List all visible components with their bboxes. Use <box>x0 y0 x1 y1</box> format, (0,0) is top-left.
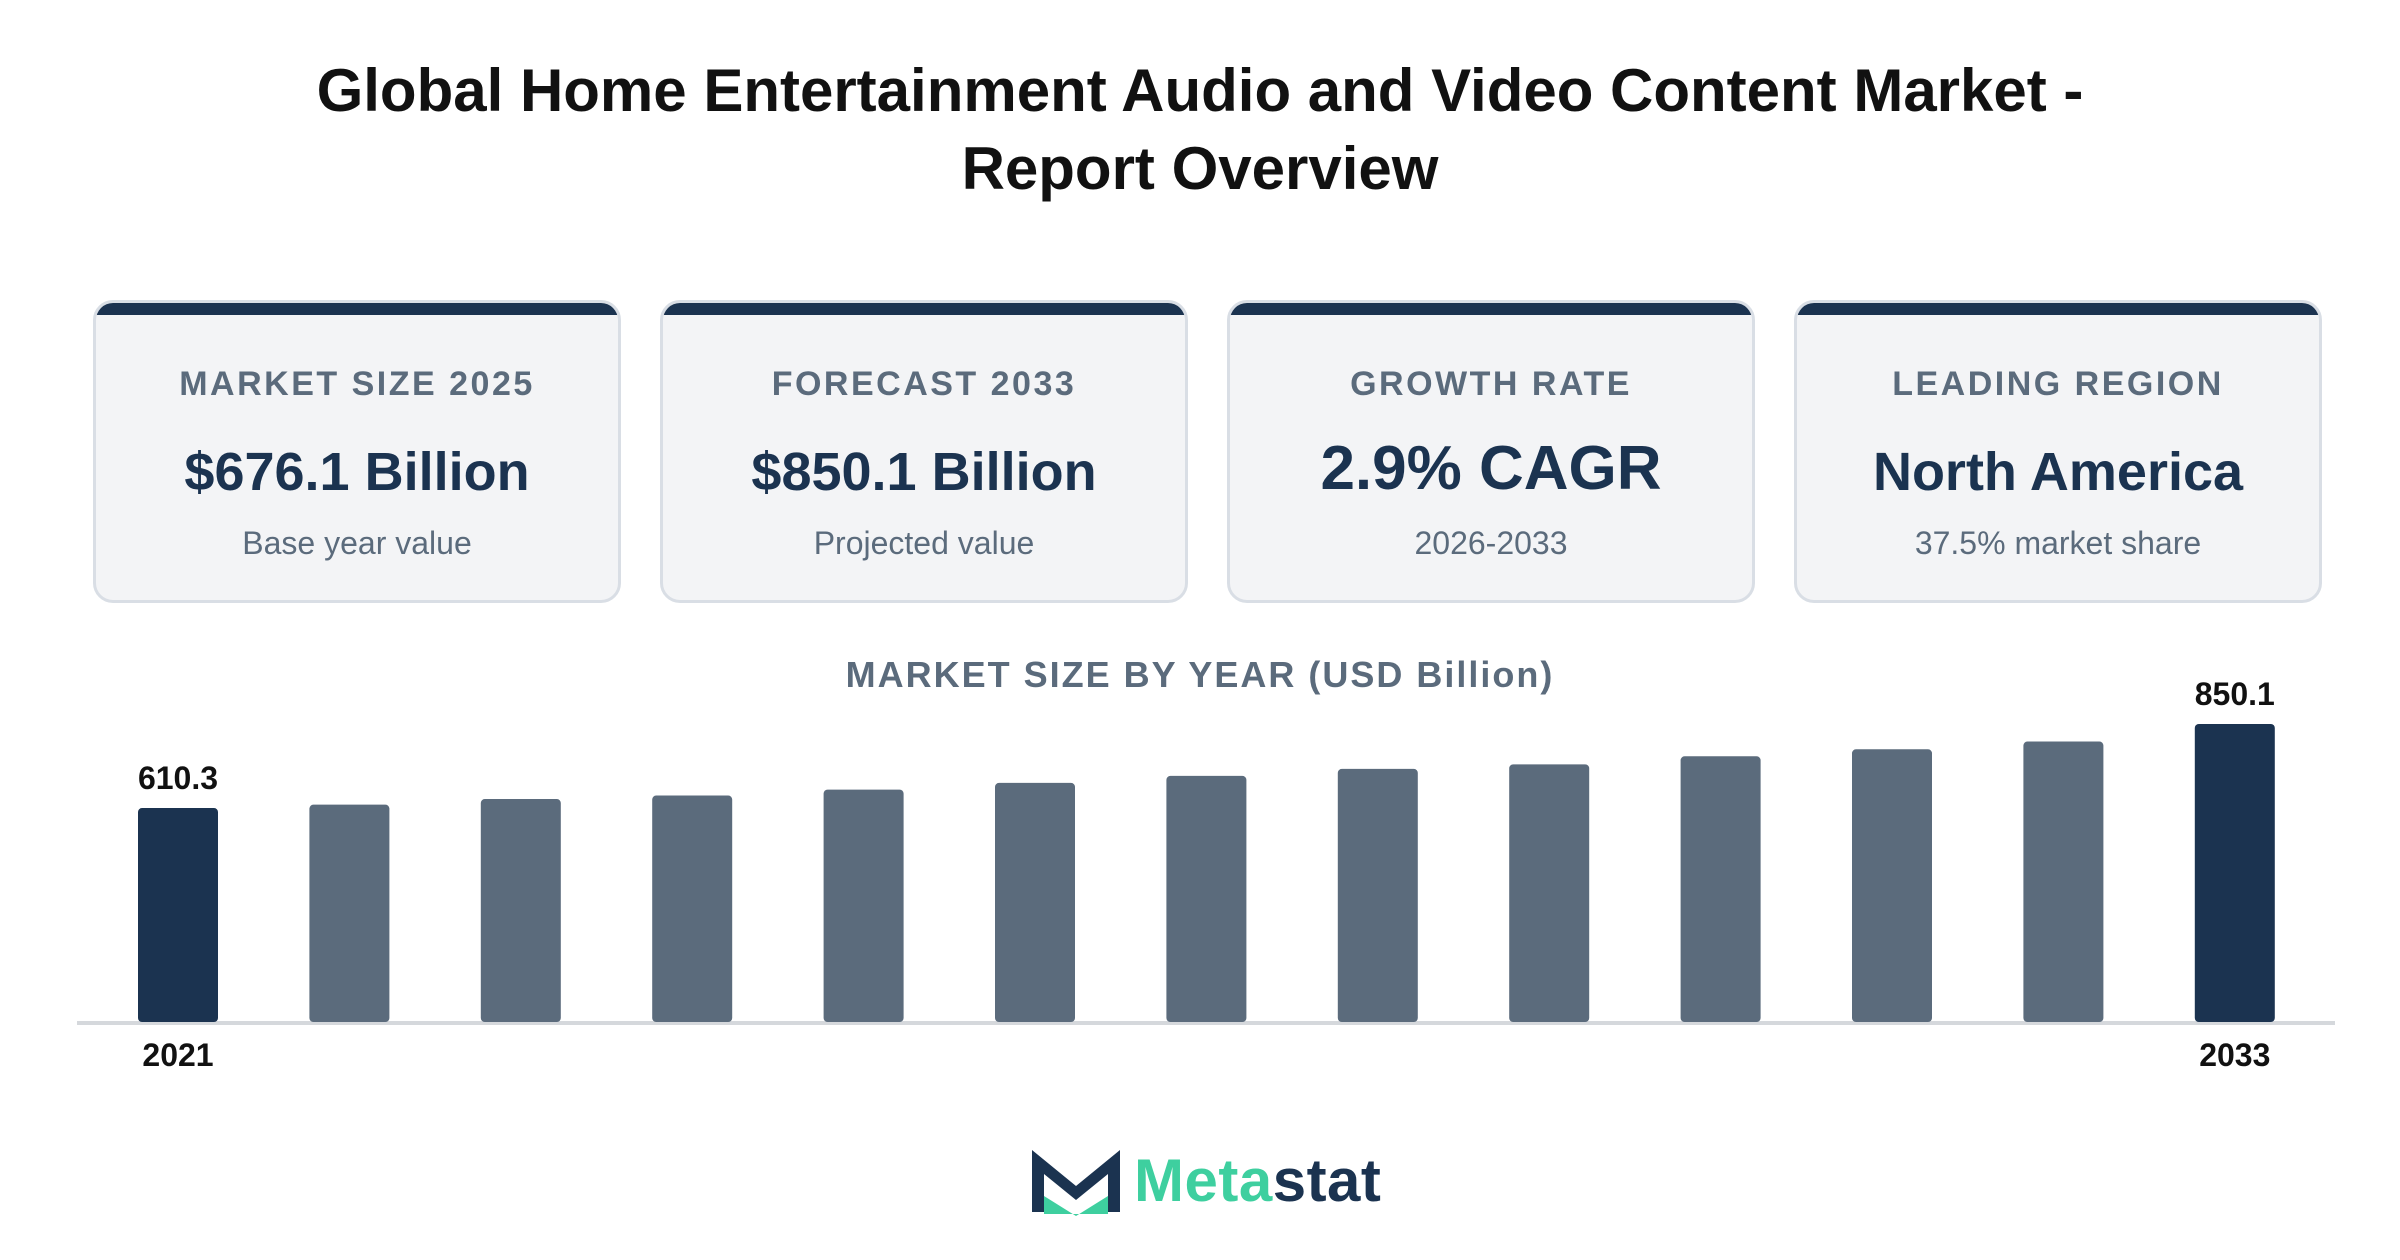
card-accent-bar <box>663 303 1185 315</box>
bar-2027 <box>1166 775 1247 1022</box>
category-label-2021: 2021 <box>142 1037 213 1073</box>
bar-2025 <box>823 789 904 1022</box>
metastat-logo-text: Metastat <box>1134 1146 1381 1215</box>
bar-2023 <box>480 799 561 1022</box>
bar-2031 <box>1852 749 1932 1022</box>
value-label-2021: 610.3 <box>138 760 218 796</box>
bar-2028 <box>1337 768 1418 1022</box>
card-value: $676.1 Billion <box>184 442 530 502</box>
card-forecast: FORECAST 2033 $850.1 Billion Projected v… <box>660 300 1188 603</box>
value-label-2033: 850.1 <box>2195 676 2275 712</box>
card-subtext: Base year value <box>242 525 472 561</box>
card-label: GROWTH RATE <box>1350 365 1632 403</box>
bar-2024 <box>652 795 733 1022</box>
page-title: Global Home Entertainment Audio and Vide… <box>0 52 2400 208</box>
card-subtext: 37.5% market share <box>1914 525 2202 561</box>
bar-2032 <box>2023 741 2104 1022</box>
bar-2033 <box>2194 724 2275 1022</box>
category-label-2033: 2033 <box>2199 1037 2270 1073</box>
card-subtext: Projected value <box>813 525 1035 561</box>
card-label: FORECAST 2033 <box>771 365 1077 403</box>
card-growth-rate: GROWTH RATE 2.9% CAGR 2026-2033 <box>1227 300 1755 603</box>
bar-2021 <box>138 808 218 1022</box>
metastat-logo-icon <box>1032 1150 1120 1216</box>
logo-text-stat: stat <box>1272 1147 1382 1214</box>
logo-text-meta: Meta <box>1134 1147 1273 1214</box>
card-accent-bar <box>1230 303 1752 315</box>
card-accent-bar <box>1797 303 2319 315</box>
card-accent-bar <box>96 303 618 315</box>
bar-2022 <box>309 804 390 1022</box>
card-value: North America <box>1872 442 2244 502</box>
title-line-1: Global Home Entertainment Audio and Vide… <box>316 57 2084 124</box>
card-value: $850.1 Billion <box>751 442 1097 502</box>
bar-2029 <box>1509 764 1590 1022</box>
card-value: 2.9% CAGR <box>1320 434 1662 503</box>
bar-chart: 610.3 2021 850.1 2033 <box>77 676 2335 1073</box>
card-label: LEADING REGION <box>1892 365 2224 403</box>
chart-title: MARKET SIZE BY YEAR (USD Billion) <box>845 654 1555 695</box>
card-leading-region: LEADING REGION North America 37.5% marke… <box>1794 300 2322 603</box>
bar-2026 <box>995 782 1075 1022</box>
bar-2030 <box>1680 756 1761 1022</box>
card-subtext: 2026-2033 <box>1414 525 1568 561</box>
card-label: MARKET SIZE 2025 <box>179 365 535 403</box>
title-line-2: Report Overview <box>961 135 1439 202</box>
card-market-size: MARKET SIZE 2025 $676.1 Billion Base yea… <box>93 300 621 603</box>
